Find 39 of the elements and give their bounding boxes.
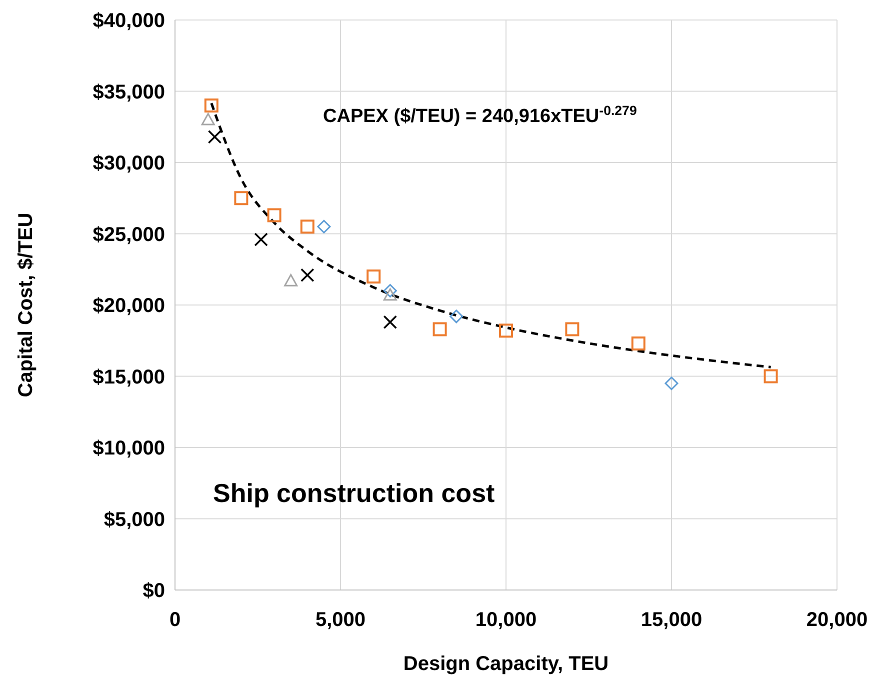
point [267, 208, 282, 222]
x-tick-label: 20,000 [806, 609, 868, 631]
point [204, 98, 218, 112]
point [284, 274, 298, 286]
x-tick-label: 15,000 [640, 609, 702, 631]
x-tick-label: 5,000 [315, 609, 366, 631]
point [234, 191, 248, 206]
y-tick-label: $0 [142, 580, 165, 602]
point [300, 268, 314, 282]
annotation: Ship construction cost [213, 478, 496, 508]
point [366, 270, 381, 284]
y-tick-label: $40,000 [92, 10, 165, 32]
y-tick-label: $15,000 [92, 366, 165, 388]
point [764, 369, 778, 384]
point [201, 113, 215, 126]
point [317, 220, 331, 234]
y-tick-label: $5,000 [104, 508, 165, 531]
y-tick-label: $35,000 [92, 81, 165, 104]
point [664, 376, 678, 390]
x-axis-title: Design Capacity, TEU [403, 653, 609, 675]
point [499, 324, 513, 338]
point [208, 130, 222, 144]
point [450, 310, 464, 324]
point [565, 322, 580, 336]
y-tick-label: $20,000 [92, 295, 165, 317]
point [631, 336, 646, 350]
y-tick-label: $10,000 [92, 438, 165, 460]
point [254, 232, 268, 246]
y-tick-label: $25,000 [92, 224, 165, 246]
y-tick-label: $30,000 [92, 152, 165, 174]
point [383, 284, 397, 298]
point [432, 322, 447, 336]
point [300, 220, 314, 234]
point [383, 288, 397, 301]
y-axis-title: Capital Cost, $/TEU [15, 212, 37, 398]
x-tick-label: 0 [169, 609, 181, 631]
annotation: CAPEX ($/TEU) = 240,916xTEU$^{-0.279}$ [323, 102, 637, 127]
point [383, 315, 398, 329]
x-tick-label: 10,000 [475, 609, 537, 631]
